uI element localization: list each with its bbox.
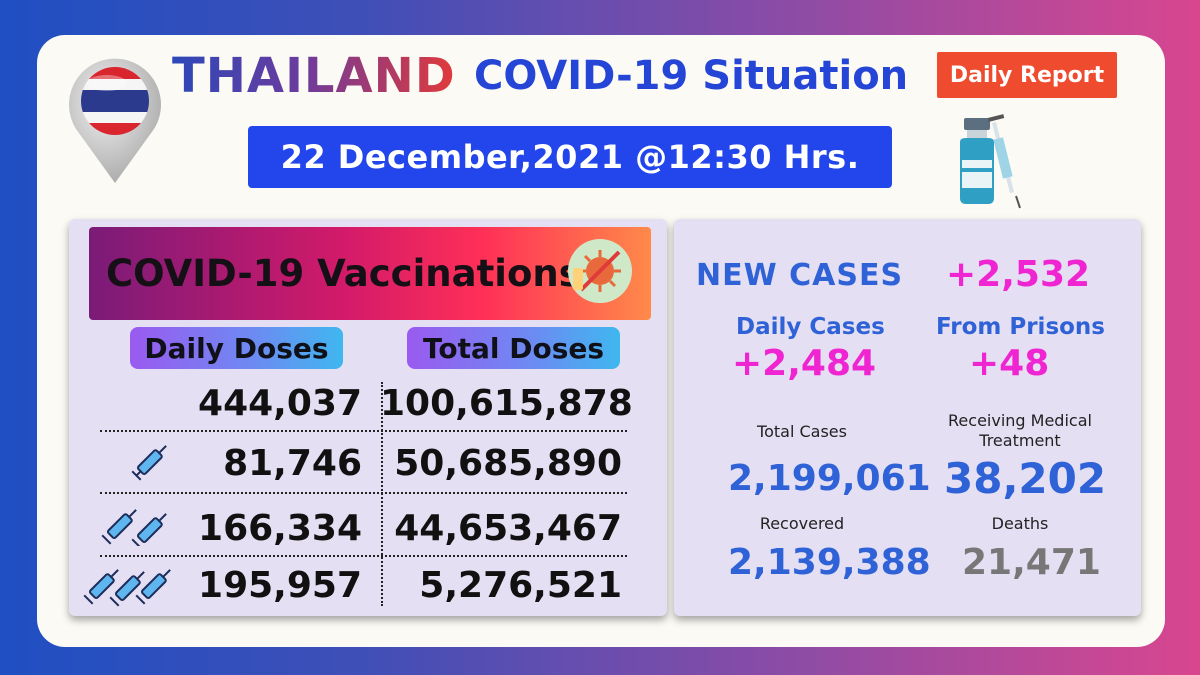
total-doses-header: Total Doses [407,327,620,369]
total-doses-dose2: 44,653,467 [394,508,622,549]
virus-vaccine-icon [568,239,632,303]
from-prisons-label: From Prisons [936,314,1105,340]
row-divider [100,430,627,432]
total-cases-value: 2,199,061 [728,458,931,499]
daily-cases-label: Daily Cases [736,314,885,340]
column-divider [381,382,383,606]
cases-panel [674,219,1141,616]
total-doses-dose1: 50,685,890 [394,443,622,484]
vaccinations-title: COVID-19 Vaccinations [106,252,581,295]
new-cases-label: NEW CASES [696,258,904,293]
row-divider [100,555,627,557]
daily-report-badge: Daily Report [937,52,1117,98]
vaccine-vial-syringe-icon [960,114,1021,209]
new-cases-value: +2,532 [946,254,1091,295]
total-cases-label: Total Cases [757,422,847,441]
treatment-label-line1: Receiving Medical [948,411,1092,430]
syringe-3-icon [83,569,171,607]
daily-doses-header: Daily Doses [130,327,343,369]
vaccinations-banner [89,227,651,320]
daily-doses-total: 444,037 [198,383,362,424]
treatment-label-line2: Treatment [979,431,1061,450]
recovered-label: Recovered [759,514,845,533]
syringe-1-icon [131,445,167,481]
row-divider [100,492,627,494]
total-doses-dose3: 5,276,521 [419,565,622,606]
from-prisons-value: +48 [969,343,1050,384]
total-doses-total: 100,615,878 [380,383,633,424]
daily-doses-dose2: 166,334 [198,508,362,549]
daily-doses-dose3: 195,957 [198,565,362,606]
daily-cases-value: +2,484 [732,343,877,384]
country-title: THAILAND [172,48,456,104]
syringe-2-icon [101,509,167,546]
deaths-value: 21,471 [962,542,1101,583]
page-title: COVID-19 Situation [474,53,909,99]
report-datetime: 22 December,2021 @12:30 Hrs. [248,126,892,188]
deaths-label: Deaths [991,514,1049,533]
recovered-value: 2,139,388 [728,542,931,583]
treatment-value: 38,202 [944,454,1107,503]
daily-doses-dose1: 81,746 [223,443,362,484]
thailand-flag-pin-icon [68,58,161,183]
